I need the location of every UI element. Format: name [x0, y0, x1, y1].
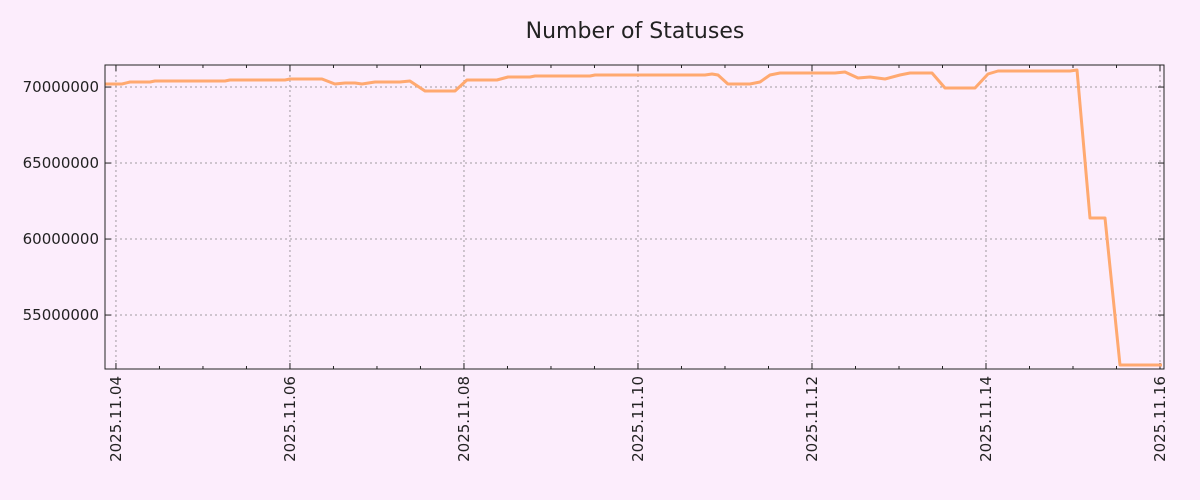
x-tick-label: 2025.11.10 — [629, 376, 647, 462]
grid — [105, 65, 1164, 369]
y-tick-label: 70000000 — [23, 78, 99, 96]
x-tick-label: 2025.11.14 — [977, 376, 995, 462]
x-tick-label: 2025.11.16 — [1151, 376, 1169, 462]
y-tick-label: 60000000 — [23, 230, 99, 248]
y-tick-label: 55000000 — [23, 306, 99, 324]
x-tick-label: 2025.11.04 — [107, 376, 125, 462]
plot-frame — [104, 64, 1165, 370]
chart-title: Number of Statuses — [526, 19, 745, 44]
y-tick-label: 65000000 — [23, 154, 99, 172]
ticks — [105, 65, 1164, 369]
x-tick-label: 2025.11.06 — [281, 376, 299, 462]
series-line — [105, 68, 1162, 367]
x-tick-label: 2025.11.12 — [803, 376, 821, 462]
x-tick-label: 2025.11.08 — [455, 376, 473, 462]
series — [105, 68, 1162, 367]
tick-labels: 2025.11.04 2025.11.06 2025.11.08 2025.11.10… — [23, 78, 1169, 462]
